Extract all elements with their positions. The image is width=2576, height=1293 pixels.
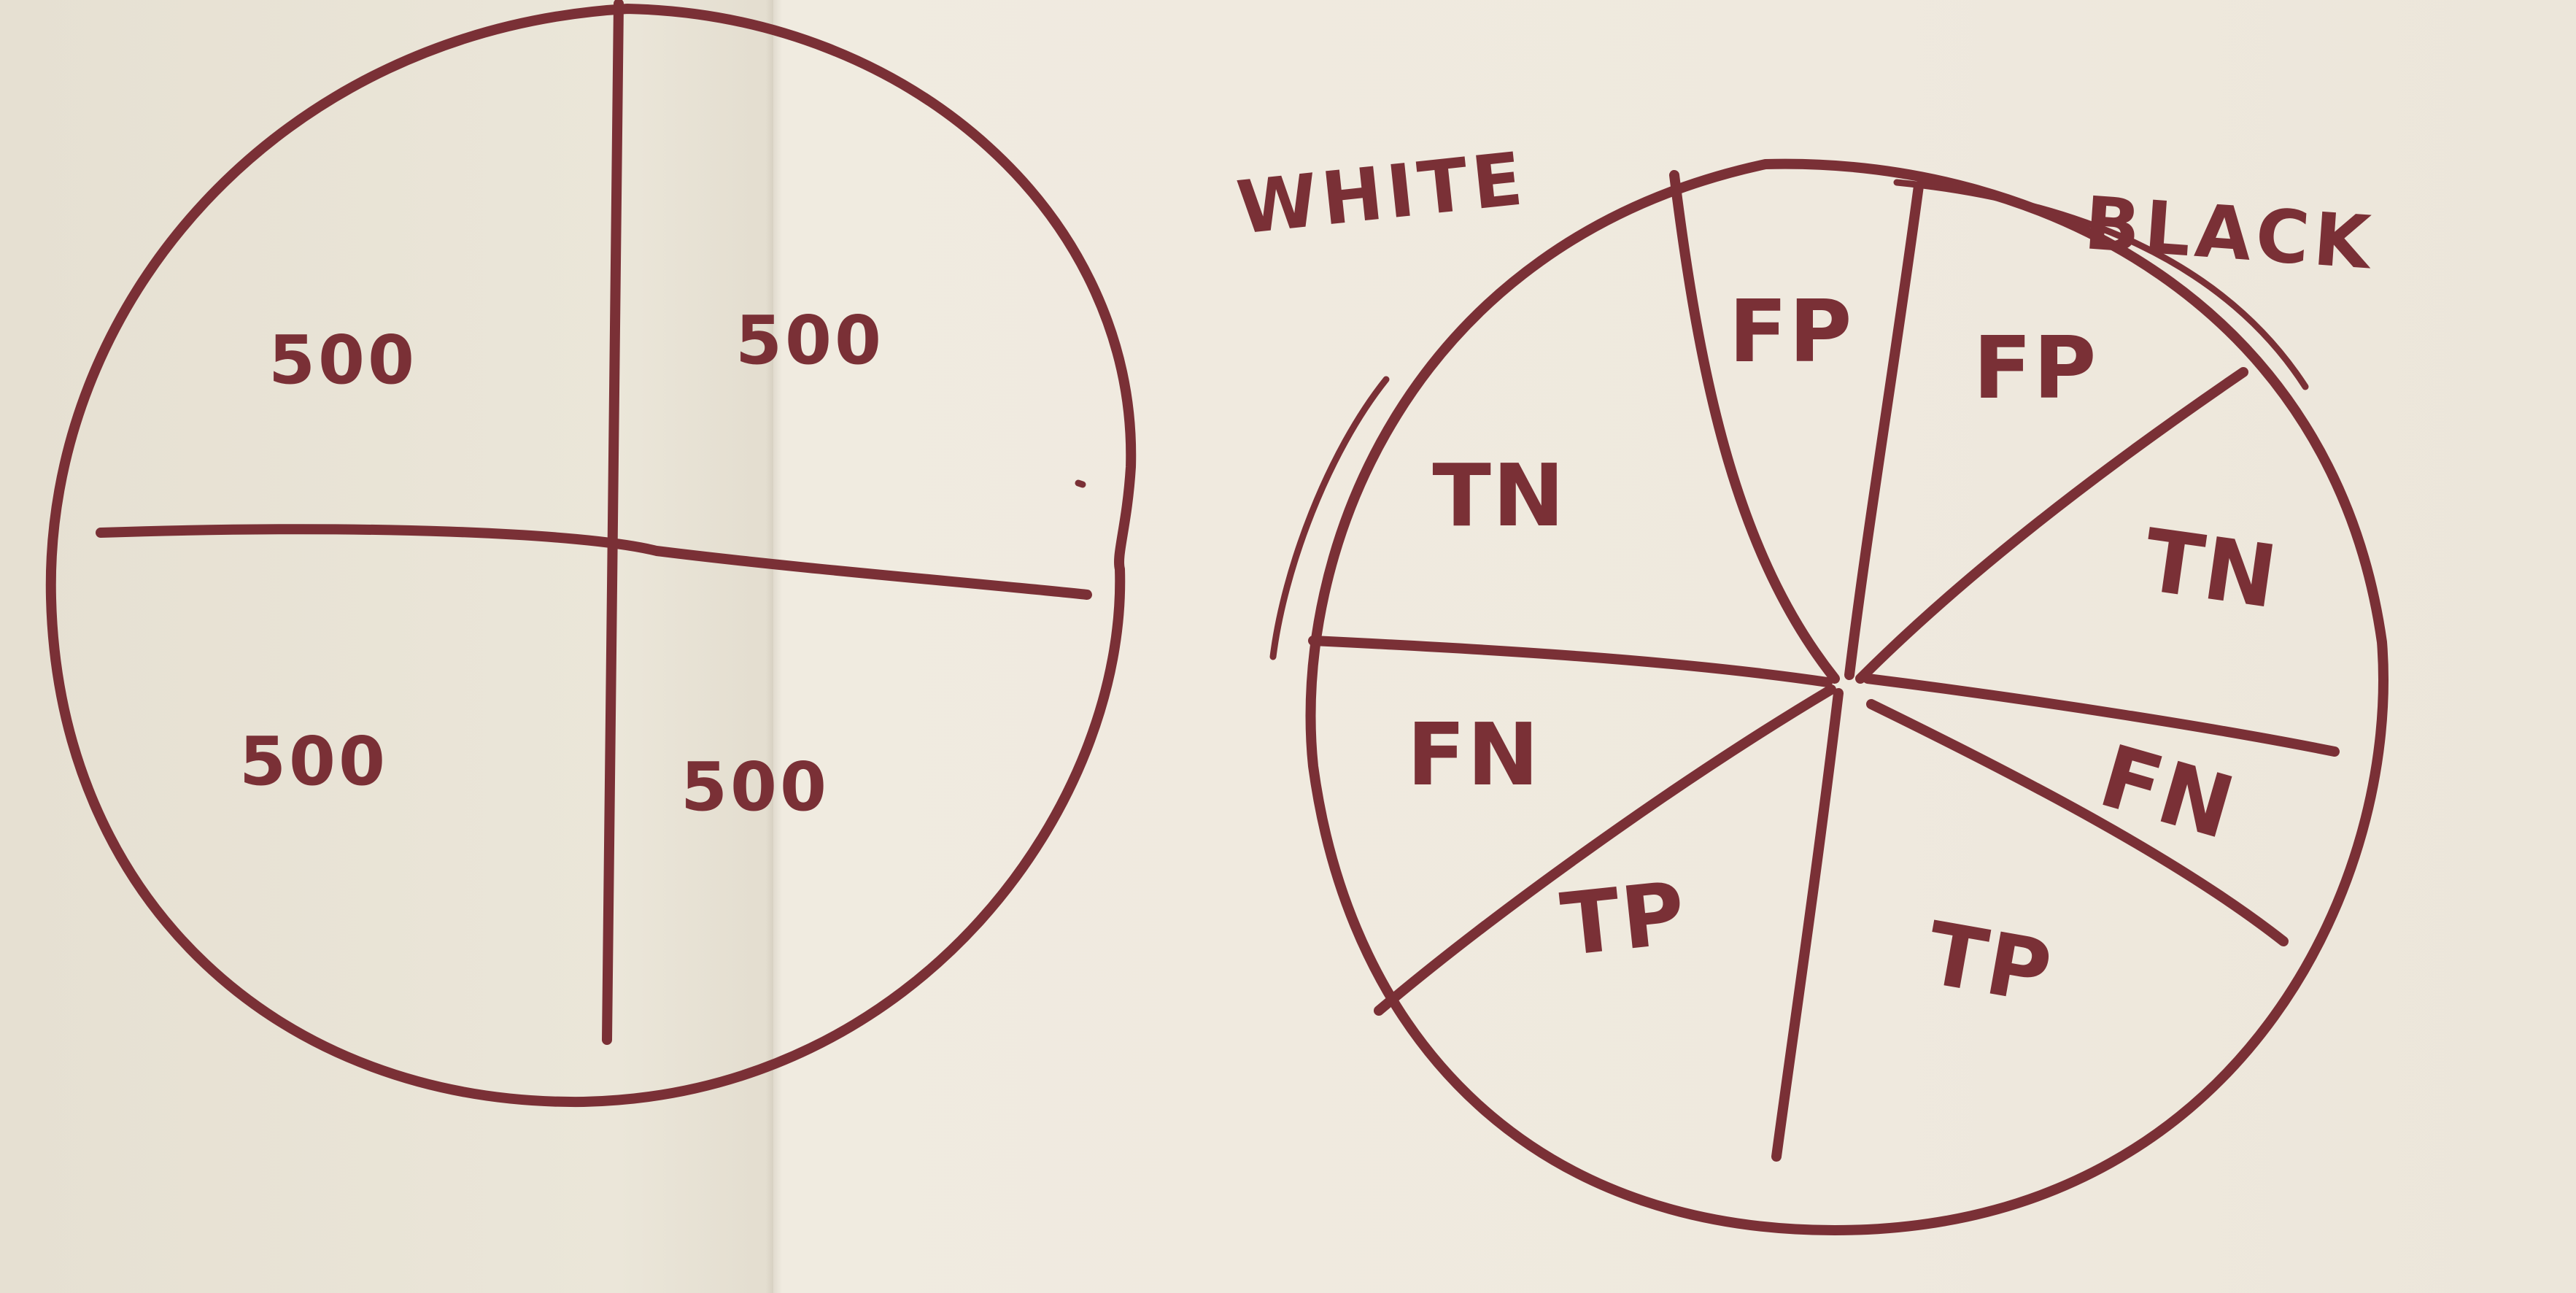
left-circle-outline <box>45 4 1137 1108</box>
paper-left-page <box>0 0 773 1293</box>
segment-label-white-tp: TP <box>1556 862 1690 976</box>
segment-label-black-tp: TP <box>1919 903 2059 1024</box>
left-pen-dot <box>1075 479 1086 488</box>
group-label-black: BLACK <box>2081 180 2377 285</box>
left-horizontal-divider <box>96 524 1092 600</box>
divider-white-fn-tn <box>1308 636 1833 687</box>
divider-black-fp-tn <box>1855 367 2248 684</box>
left-quadrant-bottom-right-label: 500 <box>681 748 829 826</box>
left-quadrant-top-right-label: 500 <box>735 301 884 379</box>
divider-white-black-top <box>1844 181 1924 680</box>
segment-label-white-fn: FN <box>1407 704 1540 805</box>
paper-fold <box>766 0 782 1293</box>
right-circle-overstroke-2 <box>1893 179 2309 390</box>
right-circle-overstroke <box>1269 376 1390 660</box>
left-quadrant-bottom-left-label: 500 <box>239 722 388 800</box>
divider-white-tn-fp <box>1669 170 1840 684</box>
right-pie-diagram: WHITE BLACK TN FP FP TN FN TP TP FN <box>1233 136 2389 1235</box>
segment-label-black-fp: FP <box>1973 317 2097 418</box>
segment-label-white-tn: TN <box>1432 445 1566 546</box>
segment-label-black-tn: TN <box>2138 509 2284 628</box>
group-label-white: WHITE <box>1233 136 1531 251</box>
divider-white-tp-fn <box>1374 684 1836 1016</box>
divider-black-tp-white-tp <box>1771 688 1844 1162</box>
divider-black-fn-tp <box>1866 699 2289 946</box>
segment-label-white-fp: FP <box>1728 281 1853 382</box>
divider-black-tn-fn <box>1863 673 2340 757</box>
left-pie-diagram: 500 500 500 500 <box>45 0 1137 1108</box>
segment-label-black-fn: FN <box>2089 725 2246 859</box>
left-vertical-divider <box>602 0 624 1045</box>
left-quadrant-top-left-label: 500 <box>268 321 417 399</box>
right-circle-outline <box>1305 158 2389 1235</box>
